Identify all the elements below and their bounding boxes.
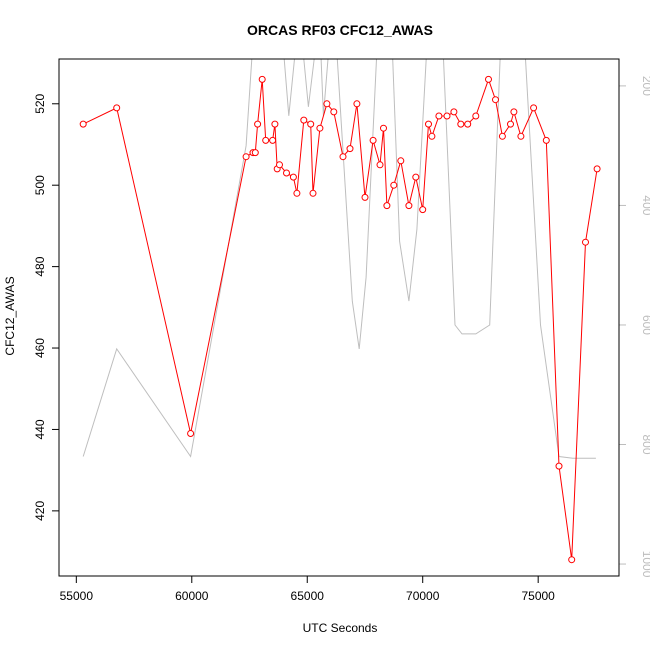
- x-tick-label: 60000: [175, 589, 209, 603]
- x-tick-label: 75000: [521, 589, 555, 603]
- data-point: [383, 202, 391, 210]
- data-point: [472, 112, 480, 120]
- data-point: [464, 120, 472, 128]
- data-point: [517, 132, 525, 140]
- series-line-primary: [82, 77, 598, 560]
- chart-title: ORCAS RF03 CFC12_AWAS: [247, 22, 433, 38]
- data-point: [361, 193, 369, 201]
- plot-frame: [58, 58, 620, 577]
- y-tick-label: 420: [33, 501, 47, 521]
- data-point: [323, 100, 331, 108]
- data-point: [79, 120, 87, 128]
- data-point: [307, 120, 315, 128]
- data-point: [254, 120, 262, 128]
- series-line-secondary: [82, 59, 596, 459]
- data-point: [339, 153, 347, 161]
- plot-area: 55000 60000 65000 70000 75000 420 440 460 480 500…: [33, 59, 650, 603]
- data-point: [510, 108, 518, 116]
- y2-tick-label: 600: [640, 315, 650, 335]
- data-point: [450, 108, 458, 116]
- data-point: [271, 120, 279, 128]
- y2-tick-label: 400: [640, 195, 650, 215]
- data-point: [376, 161, 384, 169]
- data-point: [276, 161, 283, 169]
- data-point: [369, 136, 377, 144]
- data-point: [251, 149, 259, 157]
- data-point: [293, 189, 301, 197]
- data-point: [380, 124, 387, 132]
- data-point: [428, 132, 436, 140]
- data-point: [412, 173, 420, 181]
- data-point: [405, 202, 413, 210]
- data-point: [330, 108, 338, 116]
- data-point: [419, 206, 427, 214]
- data-point: [568, 556, 576, 564]
- data-point: [507, 120, 514, 128]
- y-tick-label: 440: [33, 419, 47, 439]
- data-point: [283, 169, 290, 177]
- data-point: [492, 96, 499, 104]
- y-tick-label: 500: [33, 175, 47, 195]
- data-point: [443, 112, 451, 120]
- y-axis-label: CFC12_AWAS: [3, 276, 17, 355]
- data-point: [390, 181, 398, 189]
- data-point: [113, 104, 121, 112]
- data-point: [498, 132, 506, 140]
- y2-tick-label: 200: [640, 76, 650, 96]
- y2-tick-label: 800: [640, 434, 650, 454]
- data-point: [309, 189, 317, 197]
- x-tick-label: 70000: [406, 589, 440, 603]
- y-tick-label: 480: [33, 256, 47, 276]
- data-point: [542, 136, 550, 144]
- data-point: [300, 116, 308, 124]
- data-point: [530, 104, 538, 112]
- data-point: [269, 136, 277, 144]
- data-point: [187, 430, 195, 437]
- y-tick-label: 520: [33, 93, 47, 113]
- data-point: [555, 462, 563, 470]
- data-point: [258, 75, 266, 83]
- data-point: [593, 165, 601, 173]
- data-point: [289, 173, 297, 181]
- data-point: [242, 153, 250, 161]
- data-point: [262, 136, 270, 144]
- data-point: [316, 124, 324, 132]
- data-point: [397, 157, 405, 165]
- data-point: [435, 112, 443, 120]
- x-axis-label: UTC Seconds: [303, 621, 378, 635]
- x-tick-label: 55000: [60, 589, 94, 603]
- data-point: [457, 120, 465, 128]
- x-tick-label: 65000: [291, 589, 325, 603]
- y-tick-label: 460: [33, 338, 47, 358]
- data-point: [582, 238, 589, 246]
- data-point: [346, 145, 354, 153]
- y2-tick-label: 1000: [640, 551, 650, 578]
- data-point: [425, 120, 432, 128]
- data-point: [353, 100, 361, 108]
- data-point: [485, 75, 492, 83]
